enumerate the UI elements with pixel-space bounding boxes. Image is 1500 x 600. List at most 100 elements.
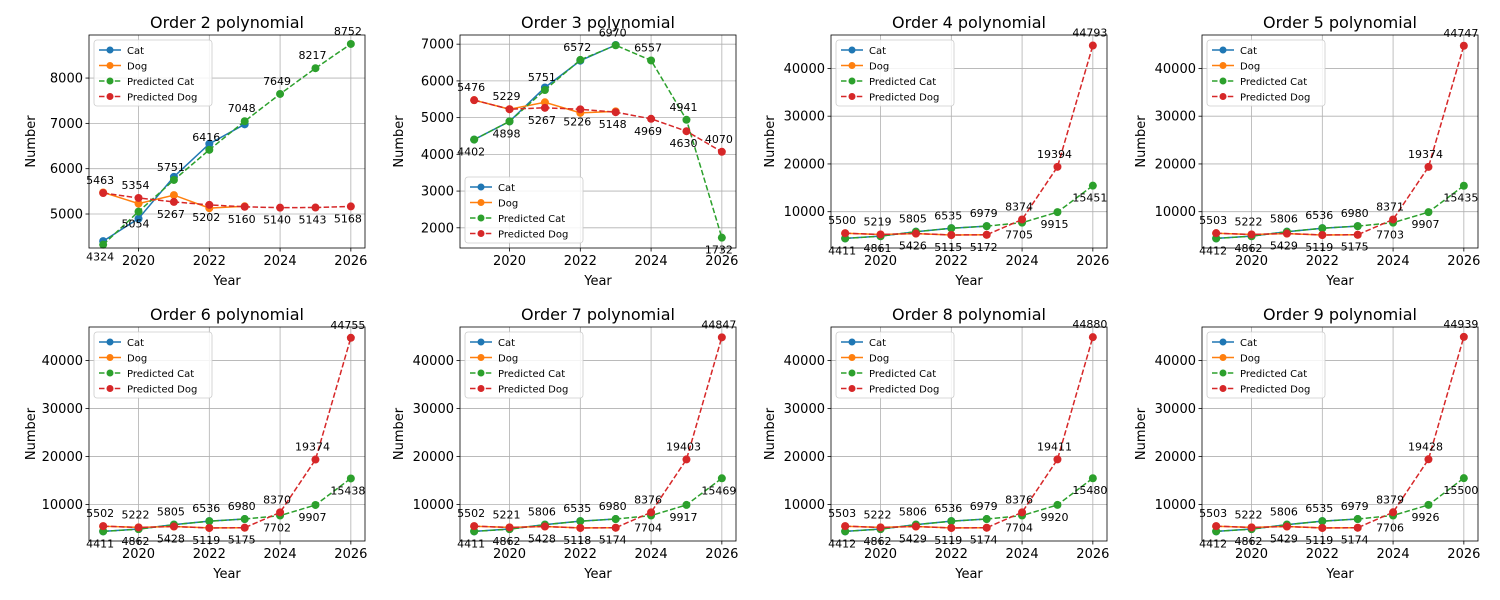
x-tick-label: 2022 <box>1306 547 1339 562</box>
series-line-predicted-dog <box>1216 336 1465 529</box>
data-label: 5175 <box>1341 241 1369 254</box>
data-label: 5805 <box>157 506 185 519</box>
data-point <box>240 523 249 532</box>
data-label: 6572 <box>563 41 591 54</box>
data-label: 5160 <box>228 213 256 226</box>
y-tick-label: 30000 <box>42 402 83 417</box>
legend-box <box>93 331 213 399</box>
data-point <box>134 214 143 223</box>
legend: Cat Dog Predicted Cat Predicted Dog <box>93 331 213 399</box>
data-label: 44939 <box>1443 318 1478 331</box>
x-axis-label: Year <box>583 567 612 582</box>
data-point <box>1247 523 1256 532</box>
legend-label: Predicted Dog <box>127 92 197 103</box>
x-tick-label: 2026 <box>1447 254 1480 269</box>
data-point <box>169 197 178 206</box>
data-point <box>1424 208 1433 217</box>
legend-label: Dog <box>1240 61 1260 72</box>
data-label: 9926 <box>1411 511 1439 524</box>
data-label: 5174 <box>1341 534 1369 547</box>
legend-label: Predicted Cat <box>869 77 936 88</box>
data-point <box>311 203 320 212</box>
x-tick-label: 2024 <box>264 547 297 562</box>
data-label: 7703 <box>1376 229 1404 242</box>
legend: Cat Dog Predicted Cat Predicted Dog <box>464 176 584 244</box>
data-point <box>911 522 920 531</box>
data-label: 6536 <box>1305 209 1333 222</box>
y-tick-label: 40000 <box>1155 62 1196 77</box>
data-label: 5476 <box>457 81 485 94</box>
data-point <box>311 455 320 464</box>
data-point <box>1212 522 1221 531</box>
data-point <box>169 175 178 184</box>
x-tick-label: 2022 <box>935 254 968 269</box>
data-point <box>682 115 691 124</box>
data-point <box>470 135 479 144</box>
data-label: 6535 <box>1305 502 1333 515</box>
x-tick-label: 2020 <box>122 547 155 562</box>
x-tick-label: 2020 <box>1235 254 1268 269</box>
y-tick-label: 10000 <box>1155 498 1196 513</box>
data-label: 7706 <box>1376 522 1404 535</box>
chart-title: Order 4 polynomial <box>892 13 1046 32</box>
x-axis-label: Year <box>954 274 983 289</box>
legend-label: Dog <box>498 353 518 364</box>
legend: Cat Dog Predicted Cat Predicted Dog <box>835 331 955 399</box>
data-point <box>647 56 656 65</box>
data-label: 8374 <box>1005 200 1033 213</box>
data-label: 4412 <box>1199 244 1227 257</box>
legend-label: Dog <box>869 353 889 364</box>
data-point <box>876 523 885 532</box>
series-line-predicted-cat <box>103 477 352 533</box>
legend-marker <box>848 385 856 392</box>
data-label: 5222 <box>122 508 150 521</box>
data-point <box>505 117 514 126</box>
data-point <box>1247 230 1256 239</box>
chart-title: Order 7 polynomial <box>521 305 675 324</box>
data-label: 4411 <box>86 537 114 550</box>
data-label: 5119 <box>1305 241 1333 254</box>
legend-marker <box>106 354 114 361</box>
data-point <box>947 523 956 532</box>
data-point <box>1424 500 1433 509</box>
data-label: 4324 <box>86 251 114 264</box>
data-label: 5219 <box>864 216 892 229</box>
x-tick-label: 2024 <box>635 547 668 562</box>
data-label: 8752 <box>334 25 362 38</box>
series-line-predicted-dog <box>103 192 351 209</box>
data-point <box>134 207 143 216</box>
series-line-predicted-dog <box>1216 45 1465 236</box>
data-label: 4411 <box>457 537 485 550</box>
y-tick-label: 5000 <box>421 111 454 126</box>
y-tick-label: 6000 <box>50 162 83 177</box>
legend-marker <box>106 62 114 69</box>
data-point <box>841 522 850 531</box>
data-point <box>717 333 726 342</box>
legend-label: Dog <box>1240 353 1260 364</box>
data-label: 9917 <box>669 511 697 524</box>
data-label: 19374 <box>1408 148 1443 161</box>
y-tick-label: 10000 <box>784 498 825 513</box>
x-tick-label: 2024 <box>1006 547 1039 562</box>
y-axis-label: Number <box>1134 407 1149 460</box>
y-tick-label: 40000 <box>42 354 83 369</box>
x-tick-label: 2026 <box>334 254 367 269</box>
data-point <box>346 333 355 342</box>
data-point <box>1053 455 1062 464</box>
data-label: 5806 <box>899 506 927 519</box>
data-point <box>682 127 691 136</box>
legend-marker <box>477 230 485 237</box>
data-label: 5115 <box>934 241 962 254</box>
data-point <box>1282 229 1291 238</box>
x-tick-label: 2022 <box>193 547 226 562</box>
legend-label: Dog <box>127 353 147 364</box>
legend-marker <box>1219 354 1227 361</box>
legend-label: Predicted Dog <box>498 229 568 240</box>
data-label: 4411 <box>828 244 856 257</box>
y-tick-label: 10000 <box>1155 205 1196 220</box>
data-point <box>611 523 620 532</box>
data-label: 6536 <box>192 502 220 515</box>
y-tick-label: 40000 <box>413 354 454 369</box>
legend-marker <box>477 199 485 206</box>
data-point <box>205 523 214 532</box>
